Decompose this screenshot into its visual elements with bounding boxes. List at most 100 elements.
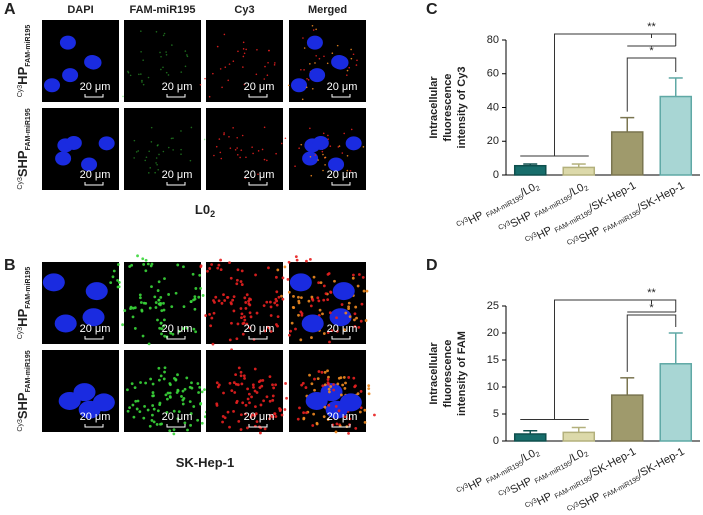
signal-dot [311,298,315,302]
signal-dot [269,330,273,333]
signal-dot [189,159,192,162]
signal-dot [160,327,164,331]
signal-dot [168,429,172,433]
signal-dot [257,173,259,176]
signal-dot [365,289,369,293]
signal-dot [230,389,234,393]
signal-dot [324,292,328,296]
signal-dot [348,417,352,421]
signal-dot [155,423,159,426]
signal-dot [359,390,363,393]
signal-dot [159,295,163,299]
signal-dot [242,55,245,58]
signal-dot [234,373,238,377]
category-rest: /SK-Hep-1 [636,180,687,215]
signal-dot [224,66,227,69]
signal-dot [240,316,243,320]
signal-dot [248,401,251,405]
signal-dot [309,63,311,65]
signal-dot [157,280,161,284]
signal-dot [300,312,304,315]
signal-dot [199,402,203,405]
signal-dot [226,296,230,299]
signal-dot [228,425,231,429]
signal-dot [151,382,155,386]
signal-dot [142,83,145,86]
nucleus [85,55,102,70]
signal-dot [131,403,135,407]
signal-dot [305,259,308,263]
signal-dot [291,305,295,309]
signal-dot [341,152,344,154]
signal-dot [162,150,165,153]
signal-dot [203,388,206,392]
signal-dot [302,411,305,415]
signal-dot [362,289,366,293]
signal-dot [148,150,150,153]
row-label-main: HP [15,308,30,326]
signal-dot [355,316,358,320]
signal-dot [240,149,243,151]
signal-dot [149,377,153,381]
signal-dot [235,278,239,282]
signal-dot [242,41,245,44]
row-label-main: SHP [15,392,30,419]
signal-dot [313,377,316,381]
signal-dot [156,289,160,292]
signal-dot [364,319,368,322]
signal-dot [311,424,315,427]
signal-dot [320,370,324,374]
signal-dot [228,63,231,65]
signal-dot [192,405,196,408]
signal-dot [136,399,140,403]
signal-dot [316,377,320,381]
nucleus [54,314,77,333]
y-axis-label: fluorescence [442,340,454,408]
nucleus [98,136,115,151]
signal-dot [332,388,336,392]
signal-dot [185,376,189,380]
signal-dot [154,306,158,309]
signal-dot [186,55,189,58]
row-label-sup: Cy3 [17,85,24,98]
signal-dot [353,385,357,389]
scale-bar-label: 20 μm [327,411,358,423]
signal-dot [193,307,197,311]
signal-dot [121,323,124,327]
signal-dot [300,68,302,71]
signal-dot [268,49,270,52]
signal-dot [190,381,193,385]
signal-dot [323,405,327,409]
category-main: HP [466,208,488,227]
signal-dot [275,152,277,155]
nucleus [302,151,319,166]
signal-dot [181,402,185,406]
signal-dot [241,332,245,336]
signal-dot [162,66,164,69]
signal-dot [344,381,347,385]
category-rest: /SK-Hep-1 [636,446,687,481]
signal-dot [212,299,215,302]
scale-bar [84,336,104,340]
signal-dot [308,373,311,377]
scale-bar [166,94,186,98]
signal-dot [158,401,162,405]
signal-dot [319,281,323,285]
row-label-sub: FAM-miR195 [25,108,32,150]
signal-dot [327,375,330,379]
signal-dot [200,390,204,394]
signal-dot [189,300,193,304]
signal-dot [356,59,358,62]
signal-dot [201,294,205,297]
signal-dot [157,378,161,382]
category-rest-sub: 2 [535,451,542,459]
y-tick-label: 40 [487,101,499,113]
signal-dot [306,78,308,80]
signal-dot [341,383,345,387]
signal-dot [305,86,308,89]
signal-dot [236,268,240,272]
signal-dot [219,268,223,272]
signal-dot [245,156,247,159]
signal-dot [172,409,176,413]
signal-dot [314,62,316,64]
